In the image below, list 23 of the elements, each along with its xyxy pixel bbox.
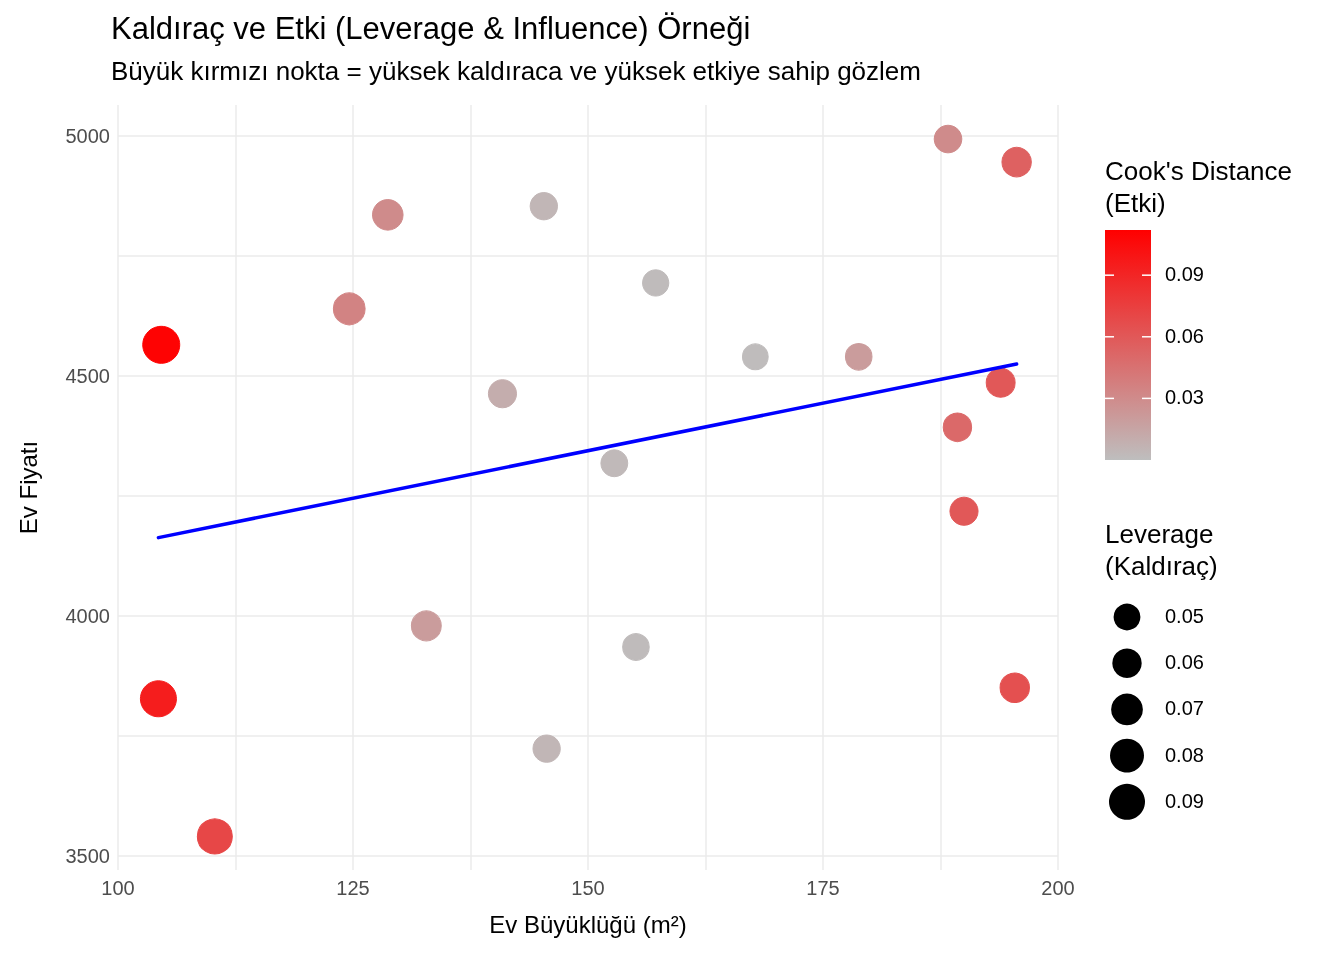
legend-label: 0.06 xyxy=(1165,651,1204,674)
color-bar-label: 0.03 xyxy=(1165,386,1204,409)
x-tick-label: 100 xyxy=(101,877,135,899)
x-tick-label: 200 xyxy=(1041,877,1075,899)
legend-label: 0.09 xyxy=(1165,789,1204,812)
x-tick-label: 125 xyxy=(336,877,370,899)
x-axis-title: Ev Büyüklüğü (m²) xyxy=(489,910,687,938)
y-tick-label: 4000 xyxy=(65,604,110,627)
y-axis-title: Ev Fiyatı xyxy=(14,440,42,535)
color-bar-label: 0.06 xyxy=(1165,324,1204,347)
y-tick-label: 4500 xyxy=(65,364,110,387)
x-tick-label: 150 xyxy=(571,877,605,899)
legend-label: 0.07 xyxy=(1165,697,1204,720)
legend-title: Leverage (Kaldıraç) xyxy=(1105,519,1218,581)
color-bar-label: 0.09 xyxy=(1165,263,1204,286)
y-tick-label: 3500 xyxy=(65,844,110,867)
color-bar-title: Cook's Distance (Etki) xyxy=(1105,156,1293,218)
legend-label: 0.05 xyxy=(1165,605,1204,627)
x-tick-label: 175 xyxy=(806,877,840,899)
chart-title: Kaldıraç ve Etki (Leverage & Influence) Örneği xyxy=(111,11,751,46)
chart-subtitle: Büyük kırmızı nokta = yüksek kaldıraca ve yüksek etkiye sahip gözlem xyxy=(111,56,921,86)
y-tick-label: 5000 xyxy=(65,125,110,148)
legend-label: 0.08 xyxy=(1165,743,1204,766)
